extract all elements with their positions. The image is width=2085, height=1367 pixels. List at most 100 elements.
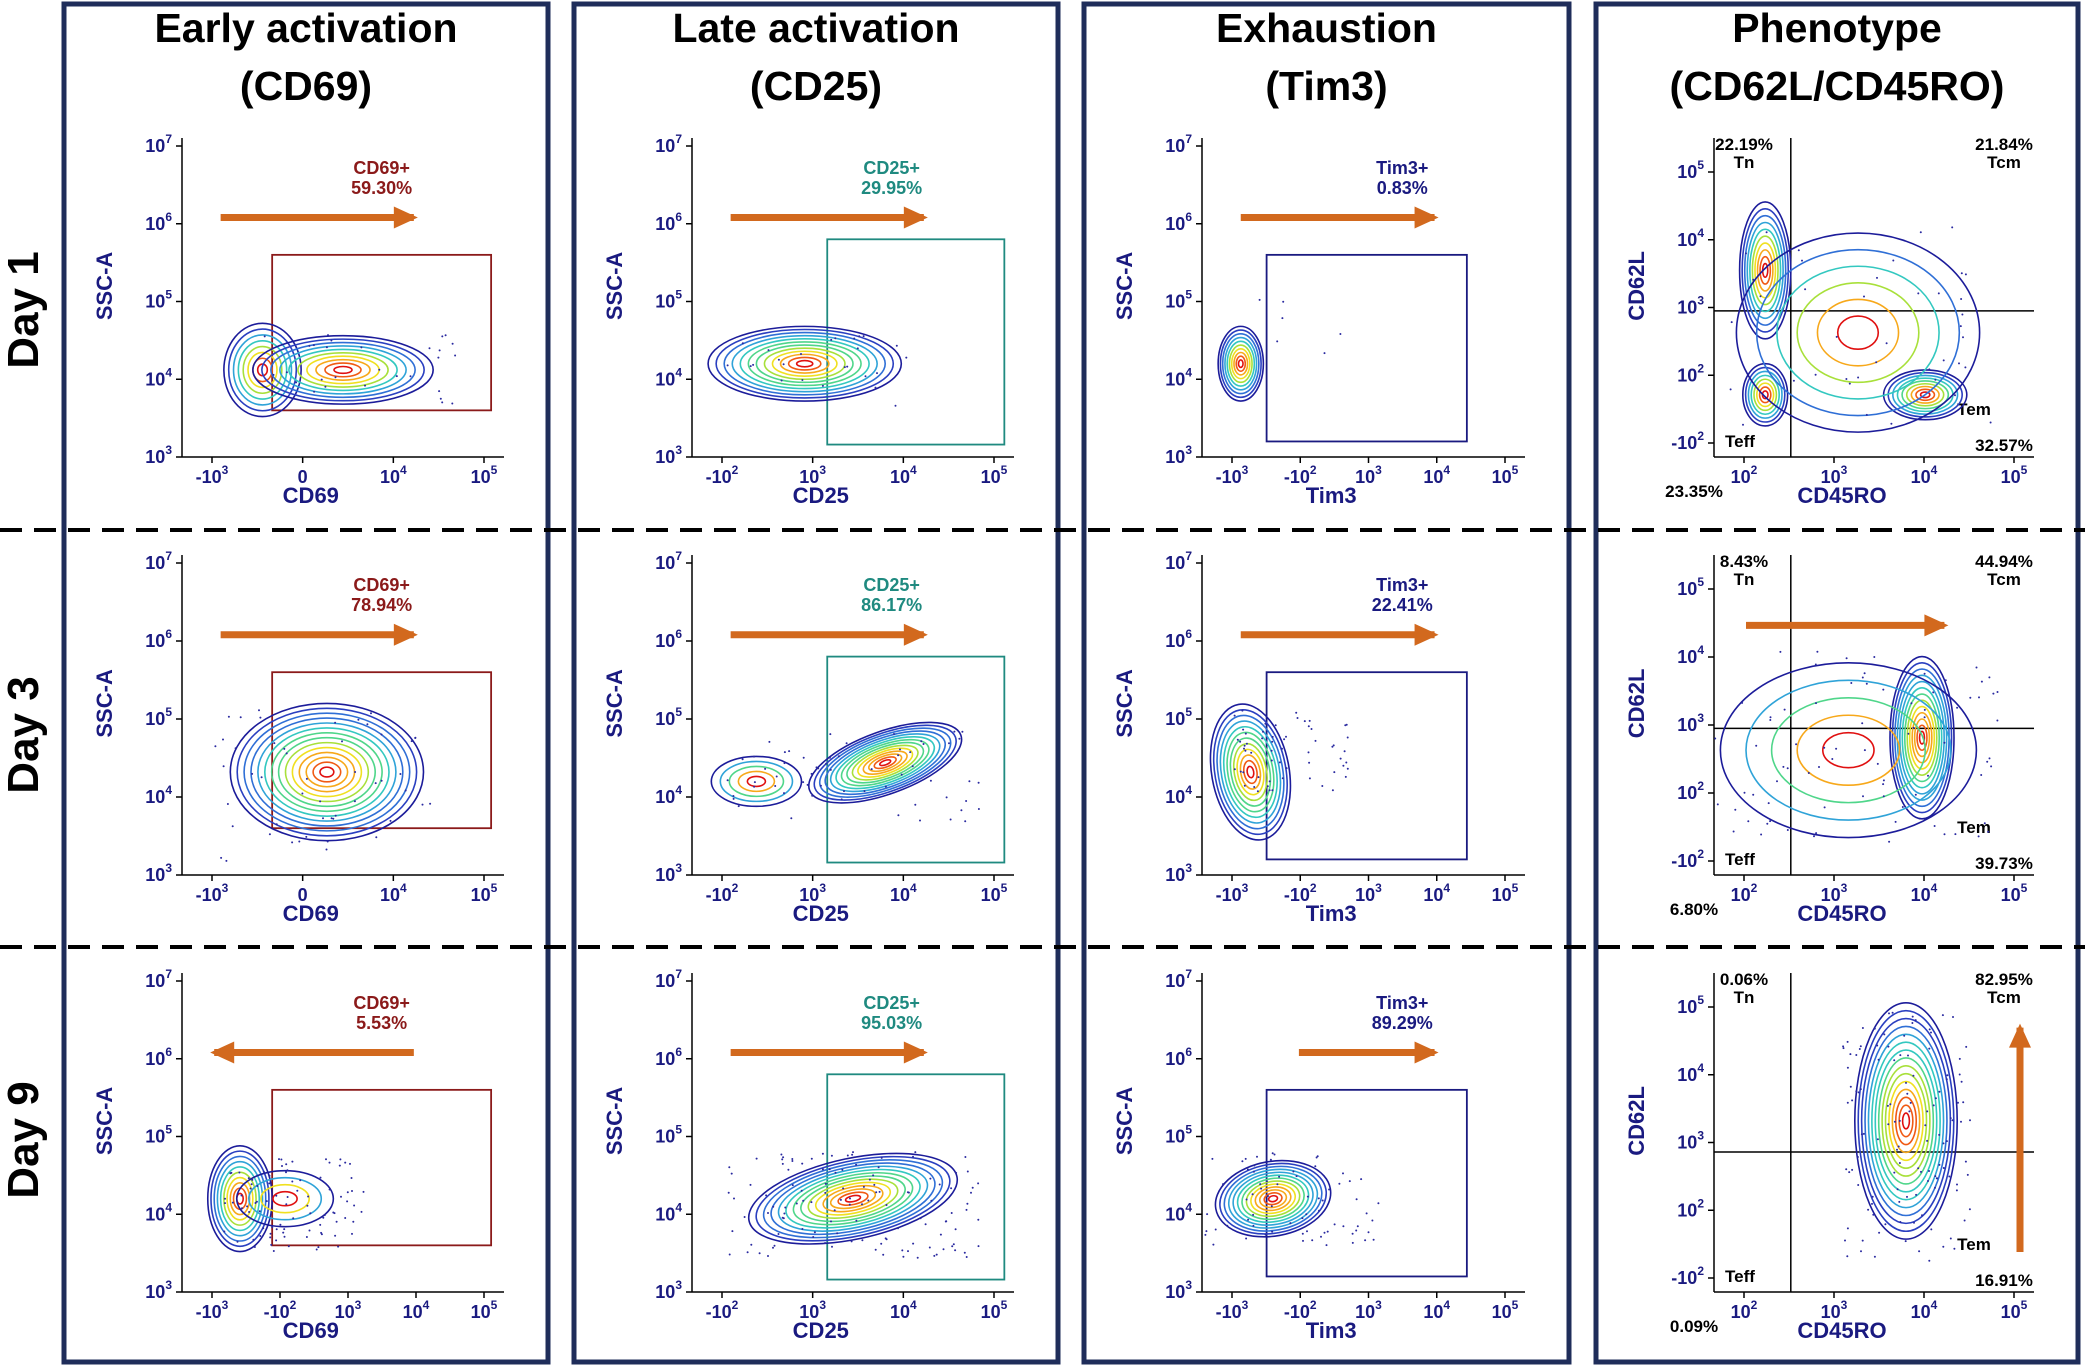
event-dot: [1943, 833, 1946, 836]
event-dot: [1233, 768, 1236, 771]
event-dot: [1893, 1171, 1896, 1174]
y-tick-label: 102: [1677, 779, 1704, 803]
event-dot: [882, 1253, 885, 1256]
tem-label: Tem: [1957, 400, 1991, 419]
x-tick-label: -102: [706, 881, 739, 905]
contour-line: [1743, 214, 1787, 326]
contour-line: [755, 344, 854, 384]
contour-line: [1217, 325, 1265, 402]
contour-line: [1891, 1088, 1921, 1154]
event-dot: [1961, 313, 1964, 316]
event-dot: [255, 1200, 258, 1203]
event-dot: [1342, 1225, 1345, 1228]
event-dot: [783, 792, 785, 795]
event-dot: [1270, 1205, 1273, 1208]
event-dot: [1933, 825, 1936, 827]
y-tick-label: 107: [655, 132, 682, 156]
gate-rectangle: [271, 1088, 493, 1247]
contour-line: [1750, 374, 1780, 416]
event-dot: [900, 773, 903, 776]
y-tick-label: 104: [145, 783, 172, 807]
event-dot: [1271, 1152, 1274, 1155]
event-dot: [330, 817, 333, 820]
contour-line: [1749, 228, 1782, 313]
contour-line: [1776, 265, 1940, 400]
event-dot: [1983, 822, 1986, 825]
event-dot: [1814, 373, 1817, 376]
y-tick-label: 106: [145, 627, 172, 651]
event-dot: [1732, 830, 1735, 833]
tcm-percentage: 44.94%: [1975, 552, 2033, 571]
event-dot: [1323, 1231, 1326, 1234]
event-dot: [320, 1233, 323, 1236]
event-dot: [241, 1207, 243, 1210]
x-tick-label: 103: [1355, 1298, 1382, 1322]
event-dot: [1243, 784, 1246, 787]
tem-percentage: 16.91%: [1975, 1271, 2033, 1290]
event-dot: [853, 337, 856, 340]
contour-line: [1747, 370, 1783, 419]
event-dot: [1960, 1080, 1963, 1083]
plot-panel: -102 102 103 104 105 102 103 104 105 CD45RO CD62L 0…: [1624, 970, 2034, 1343]
event-dot: [1936, 1177, 1939, 1180]
x-tick-label: -103: [196, 463, 229, 487]
event-dot: [1314, 1165, 1317, 1168]
contour-line: [739, 338, 870, 390]
y-tick-label: 104: [145, 365, 172, 389]
y-tick-label: 106: [145, 1045, 172, 1069]
contour-line: [1894, 1096, 1918, 1146]
event-dot: [1818, 766, 1820, 768]
event-dot: [1845, 1168, 1848, 1171]
event-dot: [916, 1256, 919, 1259]
event-dot: [325, 848, 328, 851]
event-dot: [1752, 793, 1755, 796]
event-dot: [323, 1214, 326, 1217]
contour-line: [1864, 1025, 1948, 1217]
event-dot: [1256, 790, 1259, 793]
event-dot: [344, 1161, 347, 1164]
x-axis-label: CD69: [283, 483, 339, 508]
event-dot: [1873, 1255, 1876, 1258]
event-dot: [254, 1202, 257, 1204]
event-dot: [1262, 730, 1264, 733]
event-dot: [726, 364, 729, 367]
event-dot: [963, 1251, 966, 1254]
contour-line: [1891, 662, 1953, 814]
contour-line: [232, 1187, 248, 1211]
contour-line: [284, 741, 370, 803]
event-dot: [977, 781, 980, 784]
event-dot: [749, 1183, 752, 1186]
event-dot: [1978, 696, 1980, 699]
contour-line: [229, 1182, 251, 1216]
contour-line: [252, 334, 434, 405]
event-dot: [352, 1220, 355, 1223]
contour-line: [1898, 1104, 1914, 1138]
event-dot: [1271, 735, 1274, 738]
event-dot: [350, 1177, 353, 1179]
gate-percentage: 95.03%: [861, 1013, 922, 1033]
event-dot: [1914, 793, 1917, 796]
contour-line: [1258, 1189, 1288, 1209]
gate-percentage: 22.41%: [1372, 595, 1433, 615]
contour-line: [1223, 1165, 1323, 1232]
contour-line: [1867, 1033, 1945, 1209]
event-dot: [875, 1191, 878, 1194]
event-dot: [920, 740, 923, 743]
event-dot: [279, 1223, 282, 1226]
event-dot: [894, 404, 897, 407]
event-dot: [783, 751, 786, 754]
event-dot: [1863, 749, 1866, 752]
event-dot: [454, 354, 457, 357]
event-dot: [1876, 762, 1879, 765]
y-tick-label: 106: [1165, 1045, 1192, 1069]
event-dot: [334, 376, 337, 379]
event-dot: [1332, 744, 1335, 747]
event-dot: [1927, 774, 1929, 777]
event-dot: [1934, 1097, 1937, 1100]
tn-percentage: 8.43%: [1720, 552, 1768, 571]
event-dot: [950, 1212, 953, 1214]
event-dot: [1377, 1202, 1380, 1205]
event-dot: [821, 1152, 824, 1155]
contour-line: [210, 1150, 270, 1248]
contour-line: [1758, 386, 1772, 404]
